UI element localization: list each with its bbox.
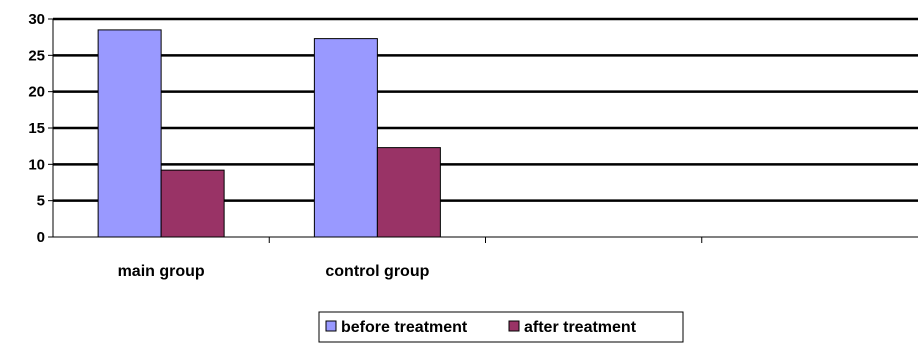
axes <box>48 18 918 243</box>
category-labels: main group control group <box>118 263 430 280</box>
bar-before-treatment <box>313 38 378 238</box>
gridlines <box>53 17 918 202</box>
y-tick-label: 25 <box>28 47 45 64</box>
legend-swatch <box>325 320 337 332</box>
y-tick-label: 10 <box>28 156 45 173</box>
y-tick-label: 5 <box>37 193 45 210</box>
bar-before-treatment <box>97 29 162 238</box>
legend-swatch <box>508 320 520 332</box>
bars <box>97 29 441 238</box>
y-axis-tick-labels: 0 5 10 15 20 25 30 <box>28 11 45 246</box>
legend-box <box>318 311 684 343</box>
legend-label: after treatment <box>524 319 637 336</box>
legend-label: before treatment <box>341 319 468 336</box>
y-tick-label: 15 <box>28 120 45 137</box>
category-label: main group <box>118 263 205 280</box>
bar-after-treatment <box>376 147 441 238</box>
bar-after-treatment <box>160 169 225 238</box>
y-tick-label: 30 <box>28 11 45 28</box>
y-tick-label: 20 <box>28 84 45 101</box>
category-label: control group <box>325 263 429 280</box>
legend: before treatment after treatment <box>318 311 684 343</box>
y-tick-label: 0 <box>37 229 45 246</box>
